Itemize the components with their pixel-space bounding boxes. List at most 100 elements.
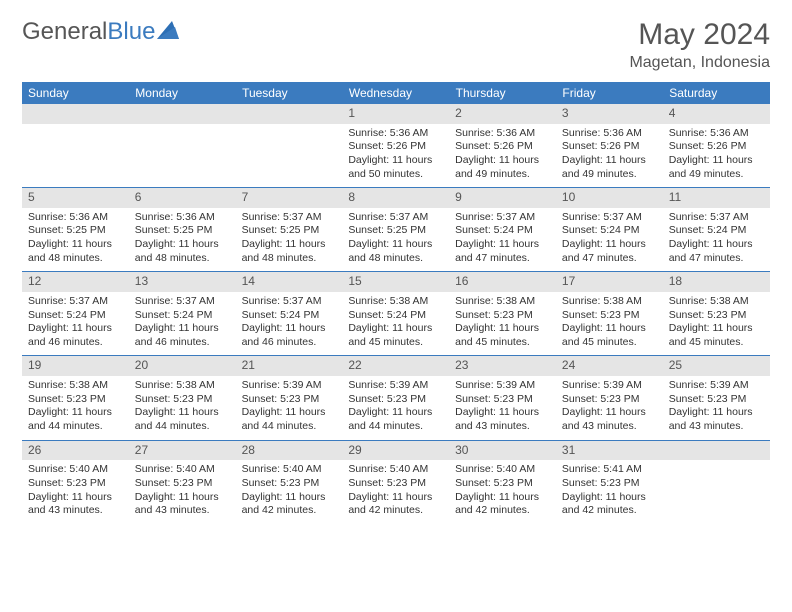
daylight-line: Daylight: 11 hours and 49 minutes.	[562, 154, 657, 181]
sunset-line: Sunset: 5:24 PM	[135, 309, 230, 323]
day-details: Sunrise: 5:37 AMSunset: 5:24 PMDaylight:…	[663, 208, 770, 272]
calendar-cell: 19Sunrise: 5:38 AMSunset: 5:23 PMDayligh…	[22, 356, 129, 440]
day-details: Sunrise: 5:38 AMSunset: 5:24 PMDaylight:…	[342, 292, 449, 356]
day-details: Sunrise: 5:41 AMSunset: 5:23 PMDaylight:…	[556, 460, 663, 524]
day-number: 8	[342, 188, 449, 208]
day-details: Sunrise: 5:36 AMSunset: 5:25 PMDaylight:…	[22, 208, 129, 272]
calendar-cell	[236, 104, 343, 188]
sunrise-line: Sunrise: 5:38 AM	[28, 379, 123, 393]
calendar-week: 26Sunrise: 5:40 AMSunset: 5:23 PMDayligh…	[22, 440, 770, 524]
sunrise-line: Sunrise: 5:39 AM	[348, 379, 443, 393]
day-number: 5	[22, 188, 129, 208]
calendar-cell: 3Sunrise: 5:36 AMSunset: 5:26 PMDaylight…	[556, 104, 663, 188]
day-details: Sunrise: 5:37 AMSunset: 5:24 PMDaylight:…	[22, 292, 129, 356]
sunrise-line: Sunrise: 5:37 AM	[28, 295, 123, 309]
daylight-line: Daylight: 11 hours and 42 minutes.	[562, 491, 657, 518]
day-details: Sunrise: 5:36 AMSunset: 5:26 PMDaylight:…	[342, 124, 449, 188]
calendar-cell: 14Sunrise: 5:37 AMSunset: 5:24 PMDayligh…	[236, 272, 343, 356]
day-details: Sunrise: 5:36 AMSunset: 5:26 PMDaylight:…	[449, 124, 556, 188]
day-number	[129, 104, 236, 124]
sunset-line: Sunset: 5:23 PM	[669, 309, 764, 323]
sunset-line: Sunset: 5:25 PM	[242, 224, 337, 238]
sunrise-line: Sunrise: 5:38 AM	[455, 295, 550, 309]
day-number: 6	[129, 188, 236, 208]
day-details: Sunrise: 5:36 AMSunset: 5:26 PMDaylight:…	[663, 124, 770, 188]
sunset-line: Sunset: 5:25 PM	[135, 224, 230, 238]
day-details: Sunrise: 5:39 AMSunset: 5:23 PMDaylight:…	[449, 376, 556, 440]
day-details: Sunrise: 5:39 AMSunset: 5:23 PMDaylight:…	[663, 376, 770, 440]
sunset-line: Sunset: 5:23 PM	[455, 393, 550, 407]
day-number: 20	[129, 356, 236, 376]
month-title: May 2024	[629, 18, 770, 52]
daylight-line: Daylight: 11 hours and 49 minutes.	[669, 154, 764, 181]
sunset-line: Sunset: 5:23 PM	[348, 477, 443, 491]
sunset-line: Sunset: 5:23 PM	[28, 477, 123, 491]
sunset-line: Sunset: 5:23 PM	[455, 477, 550, 491]
day-number: 30	[449, 441, 556, 461]
daylight-line: Daylight: 11 hours and 46 minutes.	[242, 322, 337, 349]
calendar-cell	[22, 104, 129, 188]
day-details: Sunrise: 5:38 AMSunset: 5:23 PMDaylight:…	[129, 376, 236, 440]
day-number: 26	[22, 441, 129, 461]
day-number: 28	[236, 441, 343, 461]
calendar-cell: 5Sunrise: 5:36 AMSunset: 5:25 PMDaylight…	[22, 188, 129, 272]
sunrise-line: Sunrise: 5:37 AM	[242, 295, 337, 309]
sunset-line: Sunset: 5:23 PM	[562, 309, 657, 323]
daylight-line: Daylight: 11 hours and 48 minutes.	[135, 238, 230, 265]
daylight-line: Daylight: 11 hours and 43 minutes.	[135, 491, 230, 518]
calendar-week: 5Sunrise: 5:36 AMSunset: 5:25 PMDaylight…	[22, 188, 770, 272]
daylight-line: Daylight: 11 hours and 44 minutes.	[348, 406, 443, 433]
calendar-cell: 31Sunrise: 5:41 AMSunset: 5:23 PMDayligh…	[556, 440, 663, 524]
sunrise-line: Sunrise: 5:38 AM	[669, 295, 764, 309]
sunset-line: Sunset: 5:24 PM	[242, 309, 337, 323]
day-number: 25	[663, 356, 770, 376]
day-number: 9	[449, 188, 556, 208]
sunset-line: Sunset: 5:24 PM	[562, 224, 657, 238]
day-details: Sunrise: 5:40 AMSunset: 5:23 PMDaylight:…	[342, 460, 449, 524]
calendar-cell: 16Sunrise: 5:38 AMSunset: 5:23 PMDayligh…	[449, 272, 556, 356]
sunset-line: Sunset: 5:26 PM	[669, 140, 764, 154]
calendar-cell: 6Sunrise: 5:36 AMSunset: 5:25 PMDaylight…	[129, 188, 236, 272]
sunrise-line: Sunrise: 5:41 AM	[562, 463, 657, 477]
day-number: 29	[342, 441, 449, 461]
day-details: Sunrise: 5:37 AMSunset: 5:24 PMDaylight:…	[129, 292, 236, 356]
calendar-cell: 29Sunrise: 5:40 AMSunset: 5:23 PMDayligh…	[342, 440, 449, 524]
day-number: 19	[22, 356, 129, 376]
day-header: Saturday	[663, 82, 770, 104]
day-number: 22	[342, 356, 449, 376]
daylight-line: Daylight: 11 hours and 48 minutes.	[242, 238, 337, 265]
sunrise-line: Sunrise: 5:37 AM	[455, 211, 550, 225]
day-header: Wednesday	[342, 82, 449, 104]
day-number: 13	[129, 272, 236, 292]
sunrise-line: Sunrise: 5:39 AM	[562, 379, 657, 393]
daylight-line: Daylight: 11 hours and 44 minutes.	[135, 406, 230, 433]
sunset-line: Sunset: 5:23 PM	[242, 477, 337, 491]
title-block: May 2024 Magetan, Indonesia	[629, 18, 770, 72]
daylight-line: Daylight: 11 hours and 45 minutes.	[348, 322, 443, 349]
calendar-cell: 28Sunrise: 5:40 AMSunset: 5:23 PMDayligh…	[236, 440, 343, 524]
sunset-line: Sunset: 5:23 PM	[348, 393, 443, 407]
sunrise-line: Sunrise: 5:39 AM	[242, 379, 337, 393]
day-number: 24	[556, 356, 663, 376]
daylight-line: Daylight: 11 hours and 50 minutes.	[348, 154, 443, 181]
sunrise-line: Sunrise: 5:38 AM	[348, 295, 443, 309]
location-text: Magetan, Indonesia	[629, 54, 770, 72]
day-number: 11	[663, 188, 770, 208]
sunrise-line: Sunrise: 5:40 AM	[455, 463, 550, 477]
daylight-line: Daylight: 11 hours and 43 minutes.	[562, 406, 657, 433]
sunset-line: Sunset: 5:25 PM	[348, 224, 443, 238]
day-number: 12	[22, 272, 129, 292]
calendar-cell: 30Sunrise: 5:40 AMSunset: 5:23 PMDayligh…	[449, 440, 556, 524]
calendar-cell: 21Sunrise: 5:39 AMSunset: 5:23 PMDayligh…	[236, 356, 343, 440]
daylight-line: Daylight: 11 hours and 47 minutes.	[455, 238, 550, 265]
day-details: Sunrise: 5:38 AMSunset: 5:23 PMDaylight:…	[449, 292, 556, 356]
calendar-week: 12Sunrise: 5:37 AMSunset: 5:24 PMDayligh…	[22, 272, 770, 356]
calendar-cell: 17Sunrise: 5:38 AMSunset: 5:23 PMDayligh…	[556, 272, 663, 356]
day-header: Monday	[129, 82, 236, 104]
calendar-week: 19Sunrise: 5:38 AMSunset: 5:23 PMDayligh…	[22, 356, 770, 440]
day-number: 2	[449, 104, 556, 124]
calendar-cell: 26Sunrise: 5:40 AMSunset: 5:23 PMDayligh…	[22, 440, 129, 524]
day-details: Sunrise: 5:40 AMSunset: 5:23 PMDaylight:…	[236, 460, 343, 524]
sunset-line: Sunset: 5:25 PM	[28, 224, 123, 238]
day-header: Tuesday	[236, 82, 343, 104]
